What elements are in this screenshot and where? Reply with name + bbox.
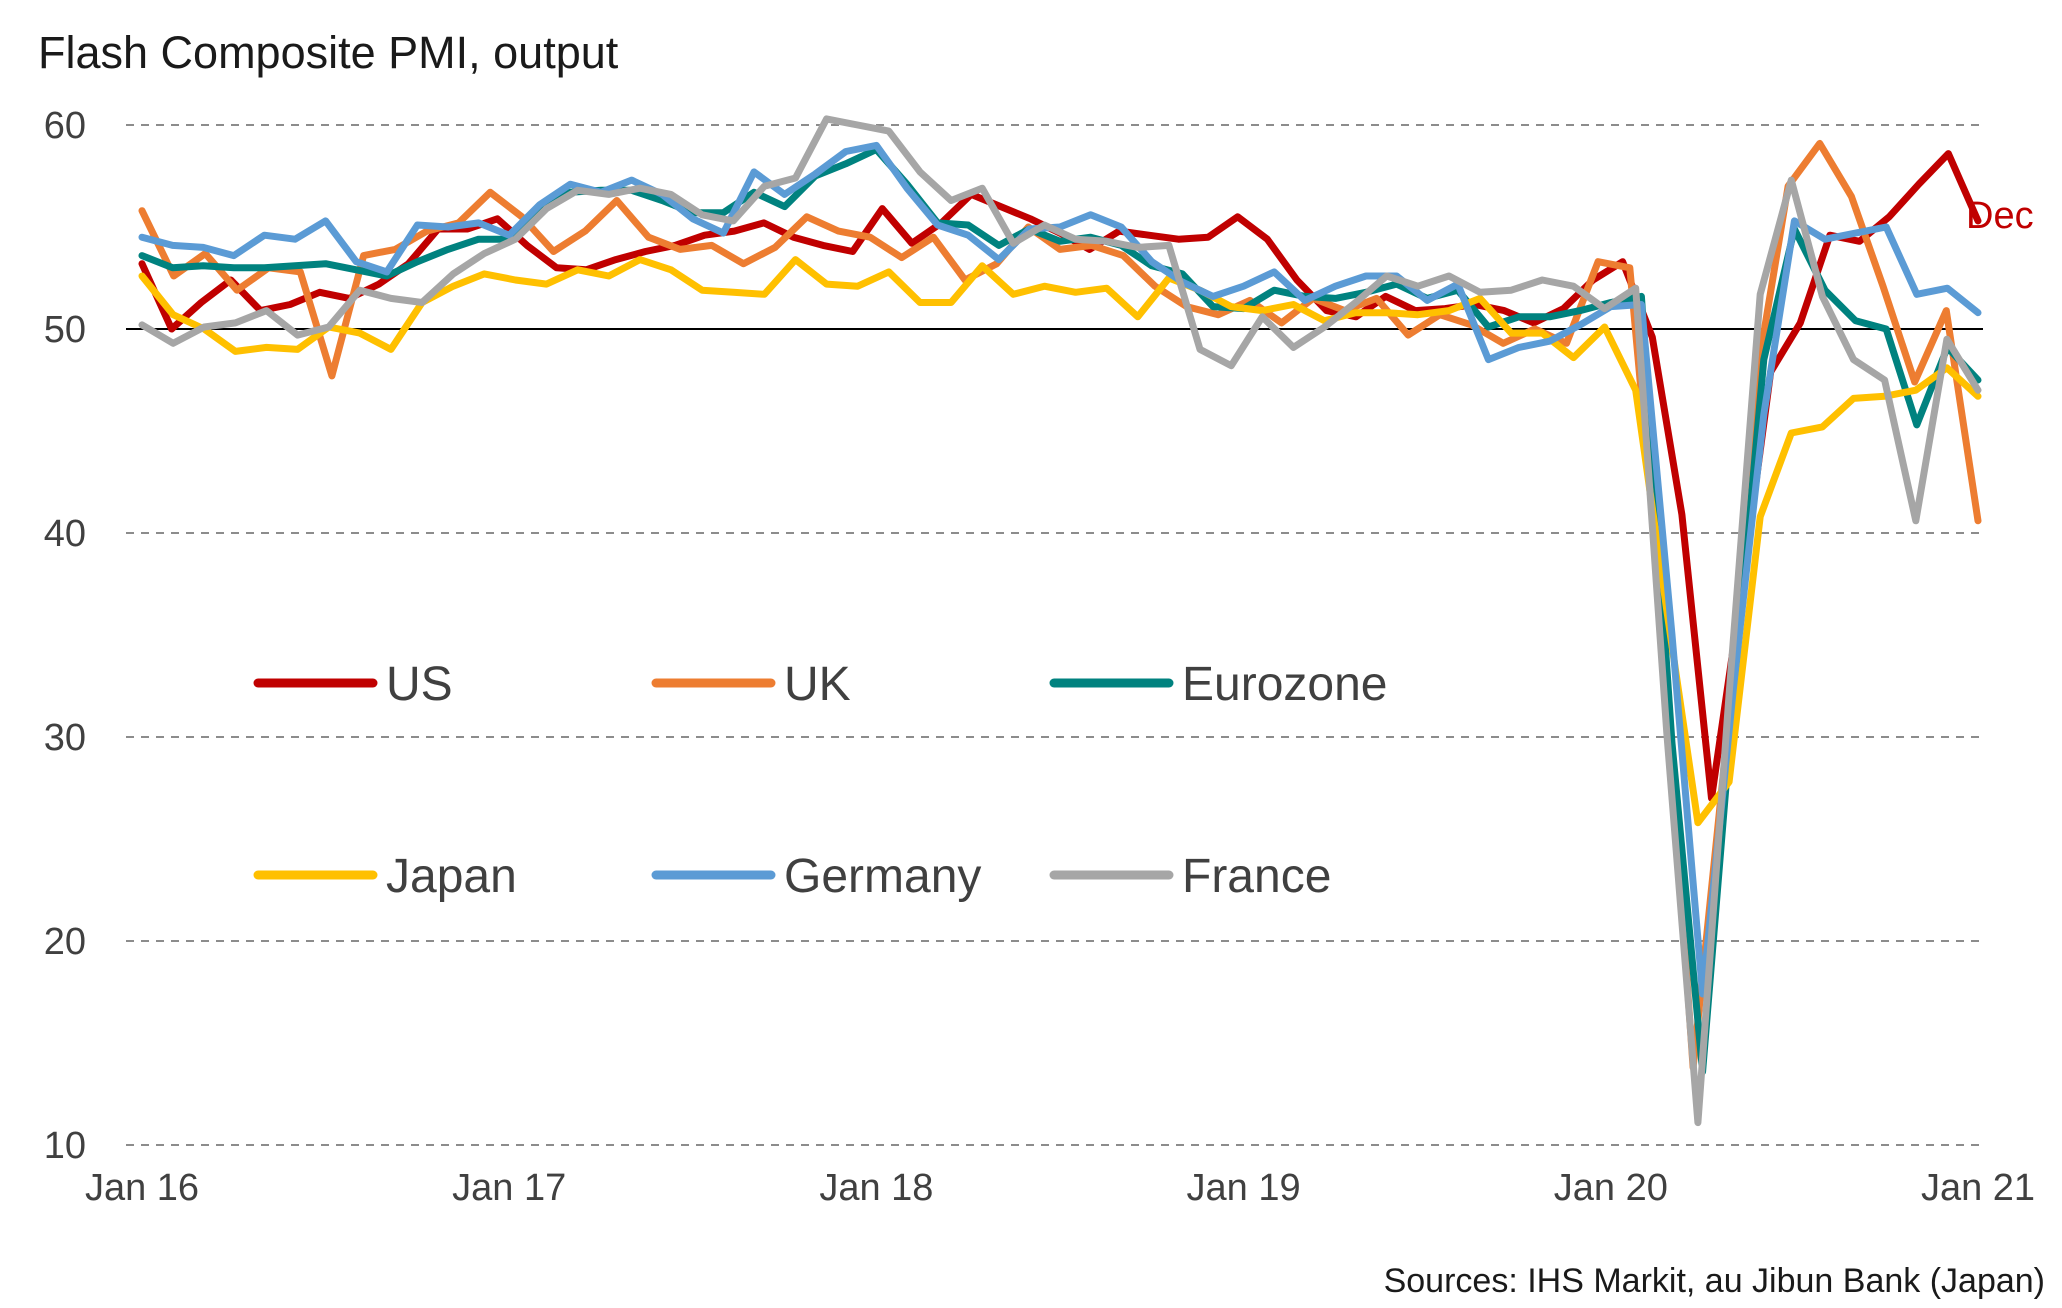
- dec-annotation: Dec: [1966, 195, 2034, 237]
- series-lines: [138, 115, 1982, 1127]
- series-line-germany: [138, 141, 1982, 998]
- x-tick-label: Jan 19: [1187, 1167, 1301, 1209]
- legend-label-eurozone: Eurozone: [1182, 658, 1387, 711]
- source-note: Sources: IHS Markit, au Jibun Bank (Japa…: [1384, 1262, 2045, 1300]
- y-tick-label: 50: [44, 309, 86, 351]
- legend-label-uk: UK: [784, 658, 851, 711]
- x-tick-label: Jan 16: [85, 1167, 199, 1209]
- x-tick-label: Jan 21: [1921, 1167, 2035, 1209]
- x-tick-label: Jan 20: [1554, 1167, 1668, 1209]
- x-tick-label: Jan 18: [819, 1167, 933, 1209]
- x-axis-ticks: Jan 16 Jan 17 Jan 18 Jan 19 Jan 20 Jan 21: [85, 1167, 2035, 1209]
- legend: US UK Eurozone Japan Germany France: [253, 658, 1387, 903]
- y-axis-ticks: 10 20 30 40 50 60: [44, 105, 86, 1167]
- series-line-eurozone: [138, 146, 1982, 1076]
- legend-label-japan: Japan: [386, 850, 517, 903]
- y-tick-label: 20: [44, 921, 86, 963]
- legend-label-germany: Germany: [784, 850, 981, 903]
- y-tick-label: 60: [44, 105, 86, 147]
- y-tick-label: 30: [44, 717, 86, 759]
- y-tick-label: 10: [44, 1125, 86, 1167]
- chart-title: Flash Composite PMI, output: [38, 27, 619, 78]
- series-line-france: [138, 115, 1982, 1127]
- series-line-uk: [138, 139, 1982, 1071]
- y-tick-label: 40: [44, 513, 86, 555]
- legend-label-france: France: [1182, 850, 1331, 903]
- x-tick-label: Jan 17: [452, 1167, 566, 1209]
- legend-label-us: US: [386, 658, 453, 711]
